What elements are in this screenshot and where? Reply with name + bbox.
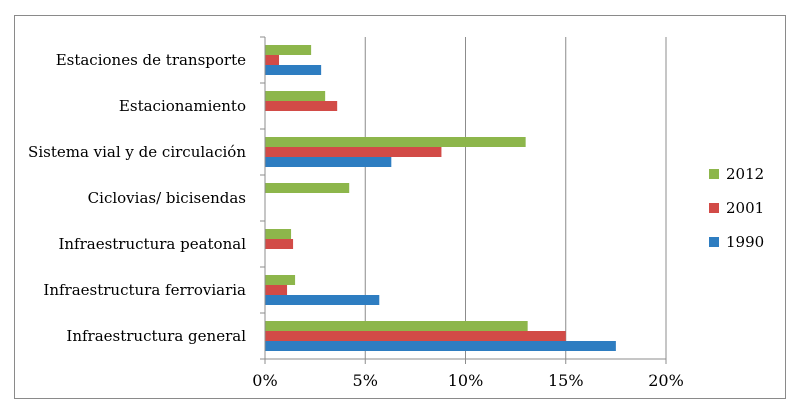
category-label: Ciclovias/ bicisendas <box>88 189 246 207</box>
x-tick-label: 0% <box>252 371 277 390</box>
bar-1990 <box>265 341 616 351</box>
bar-2001 <box>265 101 338 111</box>
bar-2012 <box>265 45 312 55</box>
x-tick-label: 15% <box>548 371 584 390</box>
bar-1990 <box>265 295 380 305</box>
bars <box>265 45 616 351</box>
bar-2012 <box>265 91 326 101</box>
axes <box>260 36 667 364</box>
x-tick-label: 20% <box>648 371 684 390</box>
category-labels: Estaciones de transporte Estacionamiento S… <box>28 51 246 345</box>
category-label: Estacionamiento <box>119 97 246 115</box>
legend-swatch-2012 <box>709 169 719 179</box>
legend-label-2001: 2001 <box>726 199 764 217</box>
bar-1990 <box>265 157 392 167</box>
legend-swatch-2001 <box>709 203 719 213</box>
legend-label-2012: 2012 <box>726 165 764 183</box>
category-label: Estaciones de transporte <box>56 51 246 69</box>
bar-2012 <box>265 275 296 285</box>
category-label: Sistema vial y de circulación <box>28 143 246 161</box>
x-tick-label: 5% <box>353 371 378 390</box>
bar-2012 <box>265 229 292 239</box>
bar-2001 <box>265 331 566 341</box>
bar-2001 <box>265 55 280 65</box>
bar-2012 <box>265 321 528 331</box>
bar-1990 <box>265 65 322 75</box>
legend-label-1990: 1990 <box>726 233 764 251</box>
bar-2001 <box>265 285 288 295</box>
category-label: Infraestructura general <box>66 327 246 345</box>
bar-2001 <box>265 239 294 249</box>
category-label: Infraestructura peatonal <box>58 235 246 253</box>
bar-2001 <box>265 147 442 157</box>
category-label: Infraestructura ferroviaria <box>43 281 246 299</box>
x-tick-labels: 0% 5% 10% 15% 20% <box>252 371 683 390</box>
bar-2012 <box>265 137 526 147</box>
x-tick-label: 10% <box>448 371 484 390</box>
legend: 2012 2001 1990 <box>709 165 764 251</box>
gridlines <box>364 37 667 359</box>
legend-swatch-1990 <box>709 237 719 247</box>
bar-2012 <box>265 183 350 193</box>
